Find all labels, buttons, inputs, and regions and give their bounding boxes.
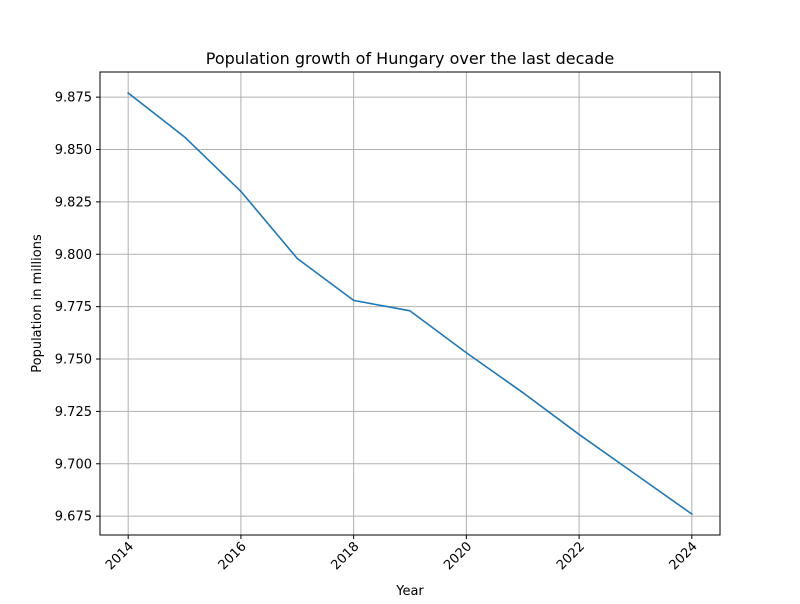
x-axis-label: Year xyxy=(395,584,424,599)
x-tick-label: 2014 xyxy=(103,539,137,573)
x-tick-label: 2016 xyxy=(216,539,250,573)
y-tick-label: 9.875 xyxy=(55,91,92,106)
y-tick-label: 9.800 xyxy=(55,248,92,263)
y-tick-label: 9.750 xyxy=(55,353,92,368)
plot-area-frame xyxy=(99,71,721,536)
y-tick-label: 9.725 xyxy=(55,405,92,420)
y-tick-label: 9.825 xyxy=(55,195,92,210)
x-tick-label: 2024 xyxy=(667,539,701,573)
y-axis-label: Population in millions xyxy=(30,234,45,373)
grid-lines xyxy=(100,72,720,535)
x-tick-label: 2018 xyxy=(328,539,362,573)
x-tick-label: 2020 xyxy=(441,539,475,573)
x-tick-label: 2022 xyxy=(554,539,588,573)
chart-title: Population growth of Hungary over the la… xyxy=(206,49,614,68)
series-layer xyxy=(127,91,693,516)
series-line-0 xyxy=(127,91,693,516)
y-tick-label: 9.775 xyxy=(55,300,92,315)
y-tick-label: 9.675 xyxy=(55,510,92,525)
y-tick-label: 9.700 xyxy=(55,457,92,472)
y-tick-label: 9.850 xyxy=(55,143,92,158)
axis-ticks: 2014 2016 2018 2020 2022 2024 9.675 9.700 9.725 9… xyxy=(55,91,701,574)
